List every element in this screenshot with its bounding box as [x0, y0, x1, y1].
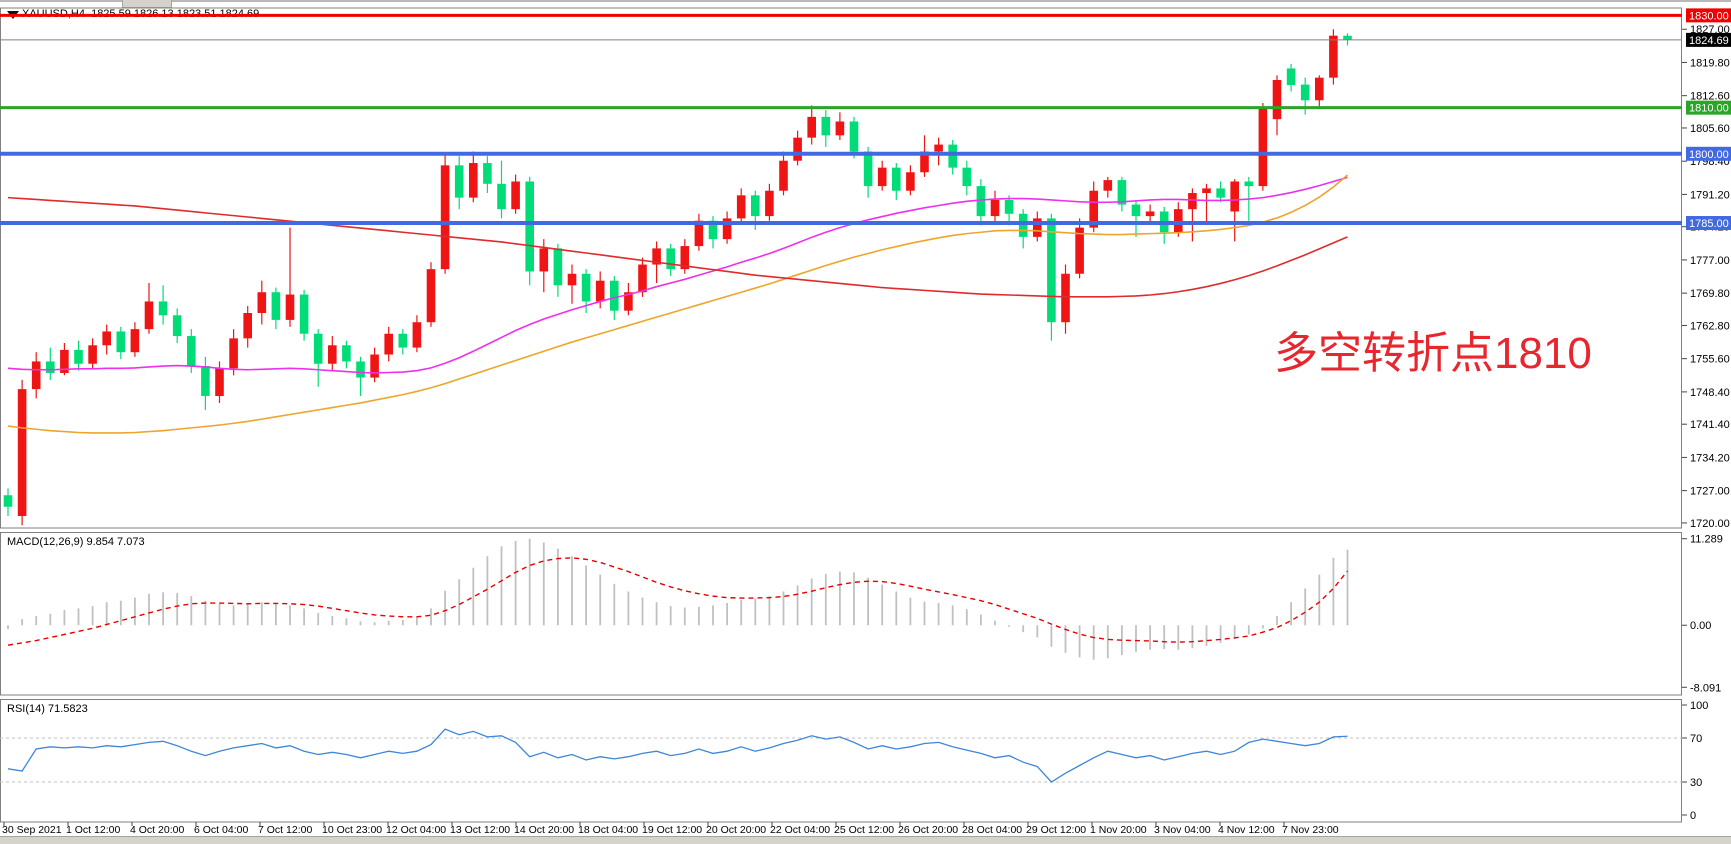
svg-text:70: 70: [1690, 733, 1702, 745]
svg-text:11.289: 11.289: [1690, 534, 1723, 546]
horizontal-lines: [0, 13, 1682, 226]
window-bottom-strip: [0, 836, 1731, 844]
svg-text:1810.00: 1810.00: [1689, 103, 1729, 115]
candles: [3, 29, 1352, 526]
svg-text:4 Oct 20:00: 4 Oct 20:00: [130, 824, 184, 836]
window-top-border: [0, 0, 1731, 2]
svg-text:3 Nov 04:00: 3 Nov 04:00: [1154, 824, 1211, 836]
svg-text:4 Nov 12:00: 4 Nov 12:00: [1218, 824, 1275, 836]
svg-text:1727.00: 1727.00: [1690, 486, 1730, 498]
svg-text:1720.00: 1720.00: [1690, 518, 1730, 530]
svg-text:100: 100: [1690, 700, 1708, 712]
rsi-indicator-label: RSI(14) 71.5823: [7, 703, 88, 715]
svg-text:1777.00: 1777.00: [1690, 255, 1730, 267]
macd-signal-line: [7, 557, 1349, 646]
macd-indicator-label: MACD(12,26,9) 9.854 7.073: [7, 536, 145, 548]
time-axis: 30 Sep 2021 1 Oct 12:00 4 Oct 20:00 6 Oct 0…: [2, 822, 1339, 836]
annotation-text: 多空转折点1810: [1274, 329, 1592, 378]
svg-text:28 Oct 04:00: 28 Oct 04:00: [962, 824, 1022, 836]
svg-text:20 Oct 20:00: 20 Oct 20:00: [706, 824, 766, 836]
svg-text:1800.00: 1800.00: [1689, 149, 1729, 161]
svg-text:1785.00: 1785.00: [1689, 218, 1729, 230]
svg-text:1769.80: 1769.80: [1690, 288, 1730, 300]
svg-text:7 Oct 12:00: 7 Oct 12:00: [258, 824, 312, 836]
svg-text:1830.00: 1830.00: [1689, 10, 1729, 22]
price-axis-badges: 1830.00 1824.69 1810.00 1800.00 1785.00: [1686, 8, 1731, 231]
svg-text:1741.40: 1741.40: [1690, 419, 1730, 431]
svg-text:12 Oct 04:00: 12 Oct 04:00: [386, 824, 446, 836]
svg-text:25 Oct 12:00: 25 Oct 12:00: [834, 824, 894, 836]
svg-text:1734.20: 1734.20: [1690, 452, 1730, 464]
svg-text:10 Oct 23:00: 10 Oct 23:00: [322, 824, 382, 836]
svg-text:1805.60: 1805.60: [1690, 123, 1730, 135]
svg-text:1748.40: 1748.40: [1690, 387, 1730, 399]
svg-text:1819.80: 1819.80: [1690, 57, 1730, 69]
svg-text:30 Sep 2021: 30 Sep 2021: [2, 824, 62, 836]
svg-text:29 Oct 12:00: 29 Oct 12:00: [1026, 824, 1086, 836]
svg-text:1 Nov 20:00: 1 Nov 20:00: [1090, 824, 1147, 836]
svg-text:1824.69: 1824.69: [1689, 35, 1729, 47]
panel-borders: [0, 7, 1682, 823]
svg-text:1812.60: 1812.60: [1690, 91, 1730, 103]
svg-text:6 Oct 04:00: 6 Oct 04:00: [194, 824, 248, 836]
svg-text:19 Oct 12:00: 19 Oct 12:00: [642, 824, 702, 836]
svg-text:7 Nov 23:00: 7 Nov 23:00: [1282, 824, 1339, 836]
rsi-line: [7, 728, 1348, 783]
macd-histogram: [7, 538, 1349, 660]
svg-text:1 Oct 12:00: 1 Oct 12:00: [66, 824, 120, 836]
moving-averages: [7, 174, 1349, 434]
svg-text:13 Oct 12:00: 13 Oct 12:00: [450, 824, 510, 836]
svg-text:1762.80: 1762.80: [1690, 320, 1730, 332]
svg-text:-8.091: -8.091: [1690, 682, 1721, 694]
svg-text:14 Oct 20:00: 14 Oct 20:00: [514, 824, 574, 836]
svg-text:30: 30: [1690, 777, 1702, 789]
price-axis: 1827.001819.801812.601805.601798.401791.…: [1682, 24, 1730, 822]
svg-text:0: 0: [1690, 810, 1696, 822]
svg-text:22 Oct 04:00: 22 Oct 04:00: [770, 824, 830, 836]
svg-text:1791.20: 1791.20: [1690, 189, 1730, 201]
svg-text:18 Oct 04:00: 18 Oct 04:00: [578, 824, 638, 836]
svg-text:1755.60: 1755.60: [1690, 354, 1730, 366]
svg-text:0.00: 0.00: [1690, 620, 1711, 632]
svg-text:26 Oct 20:00: 26 Oct 20:00: [898, 824, 958, 836]
